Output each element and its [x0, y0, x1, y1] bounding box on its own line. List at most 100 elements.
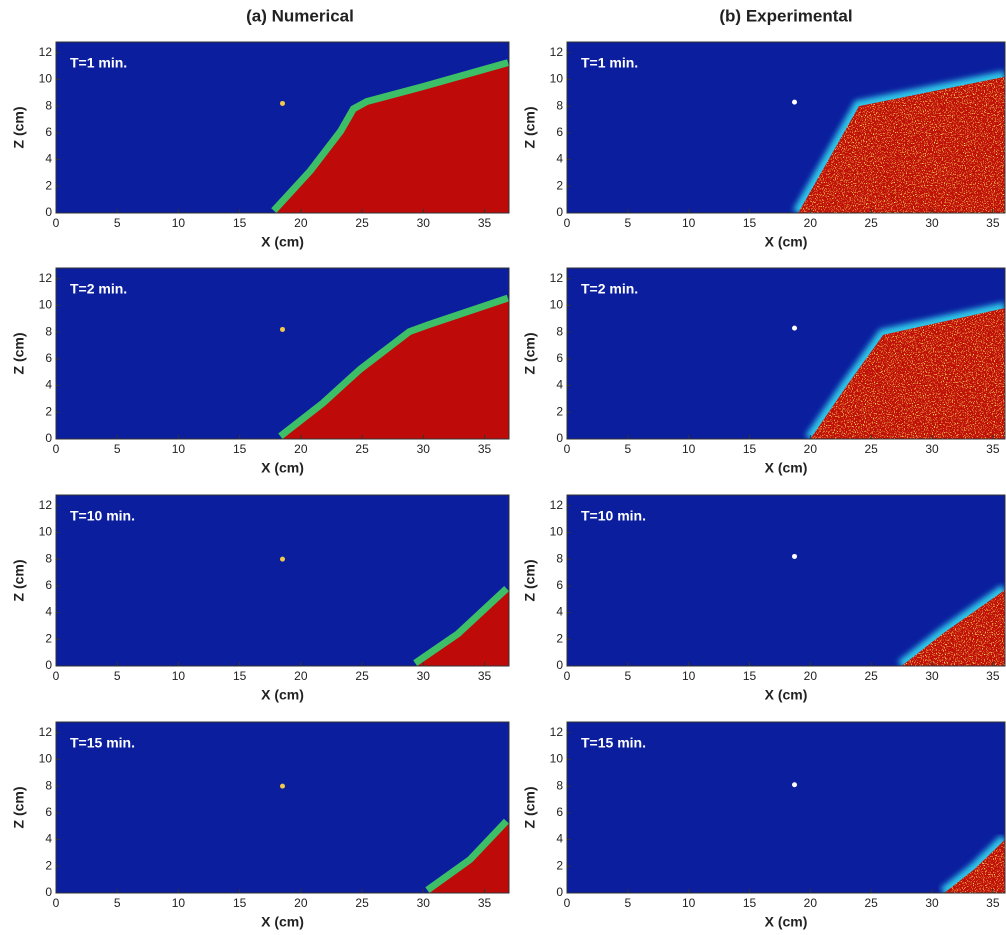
y-tick-label: 8	[556, 778, 563, 792]
x-tick-label: 25	[864, 896, 878, 910]
panel-title: T=1 min.	[70, 55, 127, 71]
y-tick-label: 0	[45, 658, 52, 672]
plot-area: 05101520253035024681012T=1 min.X (cm)Z (…	[11, 42, 509, 250]
x-tick-label: 15	[233, 442, 247, 456]
panel-title: T=10 min.	[581, 508, 646, 524]
x-tick-label: 10	[172, 896, 186, 910]
y-tick-label: 10	[39, 72, 53, 86]
y-tick-label: 8	[45, 551, 52, 565]
x-tick-label: 5	[624, 896, 631, 910]
y-axis-label: Z (cm)	[11, 107, 27, 149]
x-tick-label: 20	[804, 442, 818, 456]
panel-title: T=15 min.	[581, 735, 646, 751]
y-tick-label: 2	[556, 404, 563, 418]
x-tick-label: 30	[925, 896, 939, 910]
y-tick-label: 6	[45, 125, 52, 139]
x-tick-label: 30	[925, 216, 939, 230]
y-tick-label: 4	[556, 378, 563, 392]
x-tick-label: 20	[804, 669, 818, 683]
page: (a) Numerical (b) Experimental 051015202…	[0, 0, 1006, 935]
y-tick-label: 8	[45, 324, 52, 338]
x-tick-label: 10	[682, 896, 696, 910]
x-tick-label: 30	[925, 669, 939, 683]
x-tick-label: 20	[294, 896, 308, 910]
y-axis-label: Z (cm)	[522, 787, 538, 829]
x-tick-label: 0	[564, 216, 571, 230]
x-axis-label: X (cm)	[261, 460, 304, 476]
y-tick-label: 4	[556, 152, 563, 166]
x-tick-label: 5	[114, 442, 121, 456]
y-tick-label: 12	[39, 725, 53, 739]
x-tick-label: 20	[294, 216, 308, 230]
probe-point	[280, 784, 285, 789]
x-tick-label: 5	[114, 669, 121, 683]
y-tick-label: 0	[556, 205, 563, 219]
y-tick-label: 4	[45, 378, 52, 392]
x-tick-label: 20	[804, 216, 818, 230]
y-tick-label: 6	[556, 351, 563, 365]
x-axis-label: X (cm)	[765, 460, 808, 476]
x-tick-label: 0	[564, 896, 571, 910]
y-tick-label: 4	[556, 832, 563, 846]
y-tick-label: 10	[39, 525, 53, 539]
probe-point	[792, 100, 797, 105]
y-tick-label: 6	[556, 578, 563, 592]
x-tick-label: 20	[294, 442, 308, 456]
x-tick-label: 30	[925, 442, 939, 456]
y-tick-label: 2	[45, 404, 52, 418]
panel-title: T=2 min.	[70, 281, 127, 297]
y-tick-label: 0	[556, 658, 563, 672]
x-tick-label: 0	[53, 669, 60, 683]
y-tick-label: 6	[45, 351, 52, 365]
y-tick-label: 0	[556, 885, 563, 899]
x-tick-label: 5	[624, 216, 631, 230]
probe-point	[792, 554, 797, 559]
x-tick-label: 0	[564, 669, 571, 683]
y-tick-label: 0	[45, 205, 52, 219]
x-tick-label: 30	[417, 442, 431, 456]
x-tick-label: 0	[53, 216, 60, 230]
y-tick-label: 8	[45, 98, 52, 112]
x-axis-label: X (cm)	[261, 914, 304, 930]
x-tick-label: 30	[417, 216, 431, 230]
x-tick-label: 10	[172, 669, 186, 683]
x-tick-label: 25	[355, 216, 369, 230]
y-tick-label: 12	[39, 45, 53, 59]
x-tick-label: 35	[986, 669, 1000, 683]
x-tick-label: 25	[864, 669, 878, 683]
panel-title: T=2 min.	[581, 281, 638, 297]
figure: (a) Numerical (b) Experimental 051015202…	[0, 0, 1006, 935]
y-tick-label: 10	[550, 752, 564, 766]
y-axis-label: Z (cm)	[11, 333, 27, 375]
x-tick-label: 35	[478, 442, 492, 456]
x-axis-label: X (cm)	[261, 234, 304, 250]
x-tick-label: 30	[417, 896, 431, 910]
y-tick-label: 4	[556, 605, 563, 619]
y-tick-label: 10	[39, 298, 53, 312]
y-tick-label: 0	[556, 431, 563, 445]
column-title: (b) Experimental	[719, 6, 852, 25]
y-tick-label: 10	[550, 298, 564, 312]
y-tick-label: 2	[556, 858, 563, 872]
x-tick-label: 25	[355, 669, 369, 683]
probe-point	[280, 327, 285, 332]
x-axis-label: X (cm)	[261, 687, 304, 703]
x-tick-label: 10	[682, 669, 696, 683]
x-tick-label: 10	[682, 216, 696, 230]
x-axis-label: X (cm)	[765, 914, 808, 930]
x-tick-label: 0	[564, 442, 571, 456]
y-tick-label: 10	[550, 72, 564, 86]
y-tick-label: 4	[45, 832, 52, 846]
x-tick-label: 15	[233, 896, 247, 910]
y-axis-label: Z (cm)	[522, 333, 538, 375]
y-tick-label: 12	[39, 271, 53, 285]
x-tick-label: 25	[864, 442, 878, 456]
x-tick-label: 5	[114, 216, 121, 230]
probe-point	[280, 557, 285, 562]
y-tick-label: 6	[556, 125, 563, 139]
y-tick-label: 12	[550, 45, 564, 59]
x-tick-label: 5	[114, 896, 121, 910]
y-tick-label: 10	[39, 752, 53, 766]
x-tick-label: 5	[624, 442, 631, 456]
